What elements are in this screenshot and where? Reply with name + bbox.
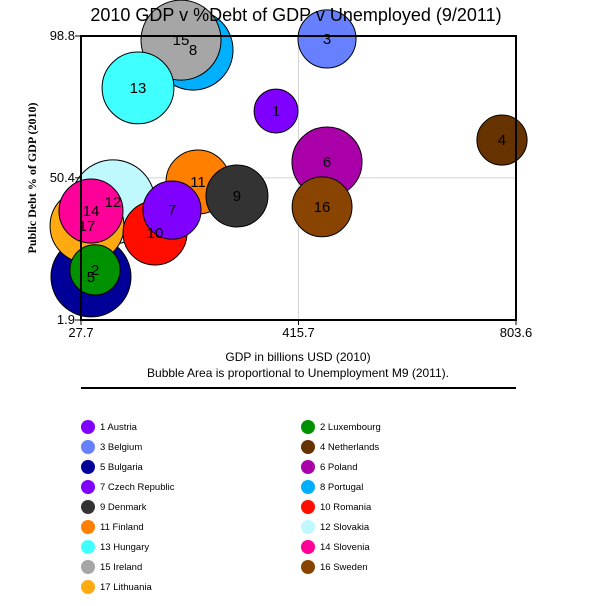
legend-item-16: 16 Sweden [320,562,368,573]
legend-swatch-5 [81,460,95,474]
y-tick-label-1: 50.4 [50,170,75,185]
legend-item-10: 10 Romania [320,502,372,513]
legend-item-13: 13 Hungary [100,542,149,553]
x-axis-label: GDP in billions USD (2010) [225,350,370,364]
legend-swatch-9 [81,500,95,514]
bubble-label-7: 7 [168,202,176,219]
bubble-label-13: 13 [130,80,147,97]
bubble-label-17: 17 [79,218,96,235]
legend-swatch-17 [81,580,95,594]
legend-swatch-3 [81,440,95,454]
legend-item-17: 17 Lithuania [100,582,152,593]
legend-swatch-13 [81,540,95,554]
bubble-1 [253,88,299,134]
legend-swatch-7 [81,480,95,494]
bubble-label-12: 12 [105,194,122,211]
legend-swatch-16 [301,560,315,574]
legend-item-14: 14 Slovenia [320,542,370,553]
axis-ticks: 1.9 50.4 98.8 27.7 415.7 803.6 [50,28,533,340]
y-tick-label-2: 98.8 [50,28,75,43]
bubble-7 [142,180,202,240]
legend-swatch-14 [301,540,315,554]
legend-item-6: 6 Poland [320,462,358,473]
bubble-label-16: 16 [314,199,331,216]
legend: 1 Austria 3 Belgium 5 Bulgaria 7 Czech Repu… [81,420,381,594]
legend-item-3: 3 Belgium [100,442,142,453]
legend-swatch-1 [81,420,95,434]
legend-item-11: 11 Finland [100,522,144,533]
legend-item-1: 1 Austria [100,422,138,433]
legend-swatch-2 [301,420,315,434]
bubble-label-3: 3 [323,31,331,48]
chart-title: 2010 GDP v %Debt of GDP v Unemployed (9/… [90,5,501,25]
bubble-13 [101,51,175,125]
x-tick-label-1: 415.7 [282,325,315,340]
legend-item-5: 5 Bulgaria [100,462,143,473]
bubble-label-5: 5 [87,269,95,286]
legend-item-8: 8 Portugal [320,482,363,493]
x-tick-label-0: 27.7 [68,325,93,340]
bubble-label-2: 2 [91,262,99,279]
legend-item-12: 12 Slovakia [320,522,370,533]
bubble-2 [69,244,121,296]
y-axis-label: Public Debt % of GDP (2010) [25,103,39,254]
legend-swatch-10 [301,500,315,514]
bubble-16 [291,176,353,238]
bubble-3 [297,9,357,69]
legend-swatch-12 [301,520,315,534]
legend-swatch-4 [301,440,315,454]
y-tick-label-0: 1.9 [57,312,75,327]
x-axis-note: Bubble Area is proportional to Unemploym… [147,366,449,380]
legend-swatch-11 [81,520,95,534]
bubble-label-6: 6 [323,154,331,171]
legend-item-7: 7 Czech Republic [100,482,175,493]
legend-item-2: 2 Luxembourg [320,422,381,433]
legend-swatch-15 [81,560,95,574]
legend-item-4: 4 Netherlands [320,442,379,453]
bubbles [49,0,528,318]
legend-swatch-6 [301,460,315,474]
bubble-label-11: 11 [190,174,206,191]
legend-item-9: 9 Denmark [100,502,147,513]
legend-item-15: 15 Ireland [100,562,142,573]
bubble-4 [476,114,528,166]
bubble-label-4: 4 [498,132,506,149]
bubble-label-15: 15 [173,32,190,49]
x-tick-label-2: 803.6 [500,325,533,340]
bubble-label-8: 8 [189,42,197,59]
bubble-9 [205,164,269,228]
bubble-14 [58,178,124,244]
legend-swatch-8 [301,480,315,494]
bubble-label-1: 1 [272,103,280,120]
bubble-label-10: 10 [147,225,164,242]
bubble-label-14: 14 [83,203,100,220]
bubble-label-9: 9 [233,188,241,205]
